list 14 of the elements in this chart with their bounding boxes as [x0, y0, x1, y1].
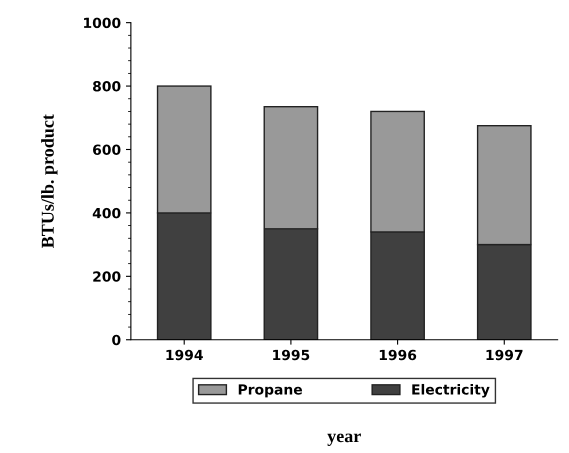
x-axis-title: year [327, 434, 361, 446]
x-tick-label: 1995 [273, 350, 310, 360]
y-tick-label: 600 [93, 144, 120, 155]
y-tick-label: 200 [93, 271, 120, 282]
y-tick-label: 400 [92, 208, 120, 218]
x-tick-label: 1994 [166, 350, 203, 360]
y-tick-label: 0 [112, 334, 120, 346]
legend-label: Electricity [412, 384, 490, 398]
y-tick-label: 800 [93, 81, 120, 92]
y-tick-label: 1000 [84, 18, 120, 28]
legend-label: Propane [238, 384, 302, 398]
y-axis-title: BTUs/lb. product [41, 114, 58, 248]
x-tick-label: 1997 [486, 350, 522, 360]
x-tick-label: 1996 [380, 350, 416, 360]
